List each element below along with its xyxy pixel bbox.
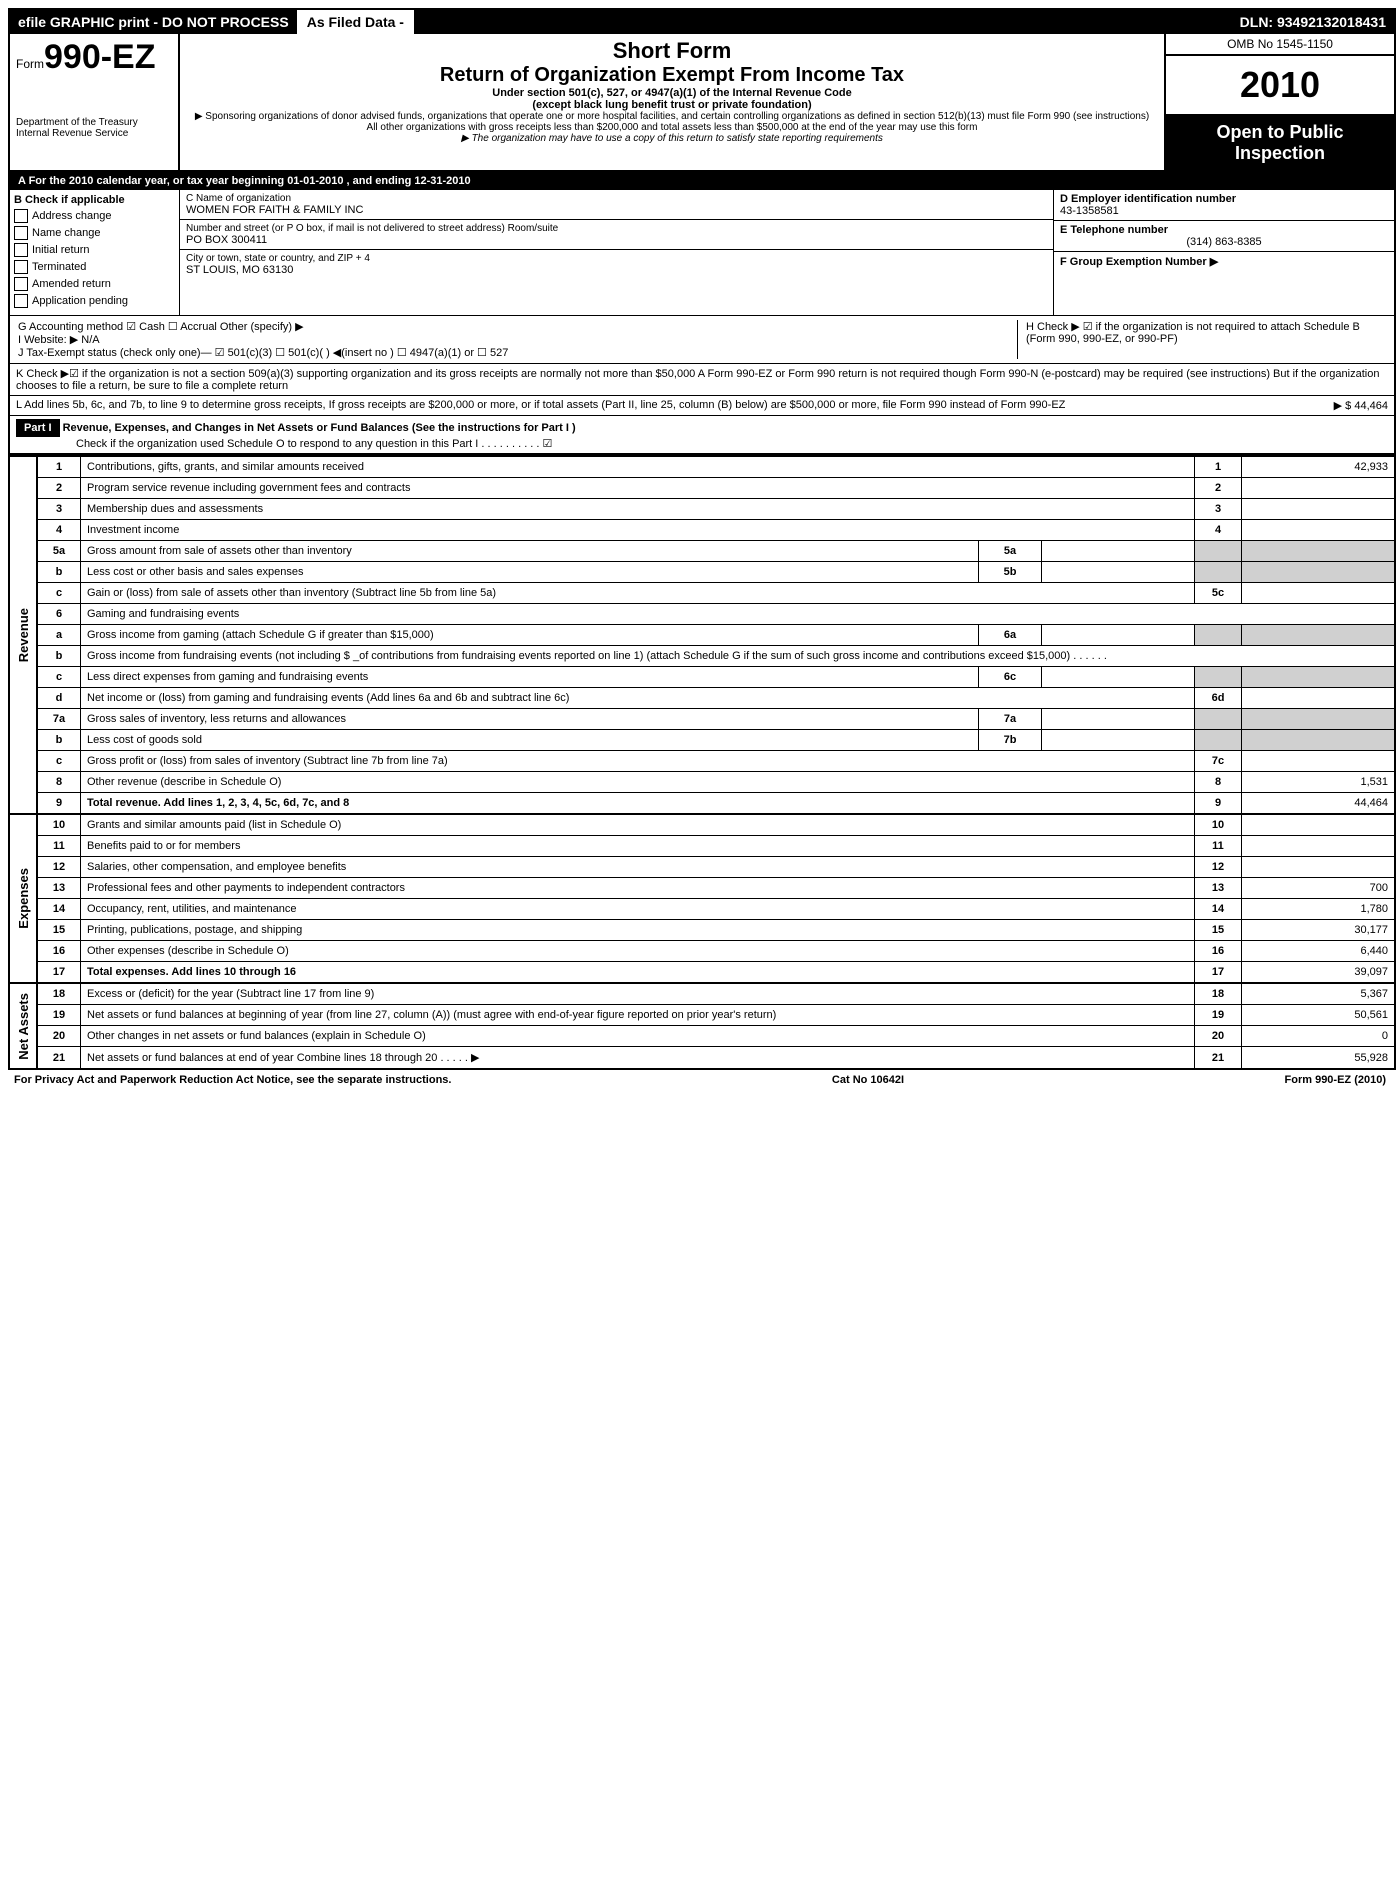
tax-exempt-status: J Tax-Exempt status (check only one)— ☑ … [18,346,1017,359]
table-row: dNet income or (loss) from gaming and fu… [38,688,1394,709]
org-name: WOMEN FOR FAITH & FAMILY INC [186,204,1047,216]
form-ref: Form 990-EZ (2010) [1285,1074,1386,1086]
form-990ez: efile GRAPHIC print - DO NOT PROCESS As … [8,8,1396,1070]
terminated-checkbox[interactable] [14,260,28,274]
netassets-table: 18Excess or (deficit) for the year (Subt… [38,984,1394,1068]
privacy-notice: For Privacy Act and Paperwork Reduction … [14,1074,451,1086]
efile-notice: efile GRAPHIC print - DO NOT PROCESS [10,10,297,34]
short-form-title: Short Form [186,38,1158,64]
table-row: cLess direct expenses from gaming and fu… [38,667,1394,688]
revenue-section: Revenue 1Contributions, gifts, grants, a… [10,455,1394,813]
subtitle-except: (except black lung benefit trust or priv… [186,99,1158,111]
part-1-check: Check if the organization used Schedule … [16,438,552,450]
group-exemption: F Group Exemption Number ▶ [1060,255,1388,268]
revenue-table: 1Contributions, gifts, grants, and simil… [38,457,1394,813]
table-row: cGross profit or (loss) from sales of in… [38,751,1394,772]
name-change-checkbox[interactable] [14,226,28,240]
table-row: 11Benefits paid to or for members11 [38,836,1394,857]
netassets-section: Net Assets 18Excess or (deficit) for the… [10,982,1394,1068]
expenses-table: 10Grants and similar amounts paid (list … [38,815,1394,982]
ein: 43-1358581 [1060,205,1388,217]
cat-no: Cat No 10642I [832,1074,904,1086]
table-row: 20Other changes in net assets or fund ba… [38,1026,1394,1047]
part-1-label: Part I [16,419,60,437]
table-row: aGross income from gaming (attach Schedu… [38,625,1394,646]
table-row: bLess cost of goods sold7b [38,730,1394,751]
table-row: 17Total expenses. Add lines 10 through 1… [38,962,1394,983]
section-b-checkboxes: B Check if applicable Address change Nam… [10,190,180,315]
form-number: 990-EZ [44,38,156,76]
phone: (314) 863-8385 [1060,236,1388,248]
omb-number: OMB No 1545-1150 [1166,34,1394,56]
org-street: PO BOX 300411 [186,234,1047,246]
as-filed-label: As Filed Data - [297,10,414,34]
table-row: 8Other revenue (describe in Schedule O)8… [38,772,1394,793]
table-row: 12Salaries, other compensation, and empl… [38,857,1394,878]
line-a: A For the 2010 calendar year, or tax yea… [10,172,1394,190]
dln-number: DLN: 93492132018431 [1232,10,1394,34]
org-city: ST LOUIS, MO 63130 [186,264,1047,276]
tax-year: 2010 [1166,56,1394,116]
footer: For Privacy Act and Paperwork Reduction … [8,1070,1392,1090]
table-row: 10Grants and similar amounts paid (list … [38,815,1394,836]
application-pending-checkbox[interactable] [14,294,28,308]
copy-note: ▶ The organization may have to use a cop… [186,133,1158,144]
table-row: 21Net assets or fund balances at end of … [38,1047,1394,1069]
table-row: 19Net assets or fund balances at beginni… [38,1005,1394,1026]
table-row: 18Excess or (deficit) for the year (Subt… [38,984,1394,1005]
table-row: bGross income from fundraising events (n… [38,646,1394,667]
k-check: K Check ▶☑ if the organization is not a … [10,364,1394,396]
table-row: 7aGross sales of inventory, less returns… [38,709,1394,730]
table-row: 4Investment income4 [38,520,1394,541]
dept-treasury: Department of the Treasury [16,117,172,128]
table-row: 6Gaming and fundraising events [38,604,1394,625]
accounting-method: G Accounting method ☑ Cash ☐ Accrual Oth… [18,320,1017,333]
table-row: 2Program service revenue including gover… [38,478,1394,499]
open-to-public: Open to Public Inspection [1166,116,1394,170]
table-row: 9Total revenue. Add lines 1, 2, 3, 4, 5c… [38,793,1394,814]
table-row: 5aGross amount from sale of assets other… [38,541,1394,562]
org-info-block: B Check if applicable Address change Nam… [10,190,1394,316]
part-1-title: Revenue, Expenses, and Changes in Net As… [63,422,576,434]
table-row: 14Occupancy, rent, utilities, and mainte… [38,899,1394,920]
table-row: 13Professional fees and other payments t… [38,878,1394,899]
subtitle-section: Under section 501(c), 527, or 4947(a)(1)… [186,87,1158,99]
sponsor-note: ▶ Sponsoring organizations of donor advi… [186,111,1158,122]
top-bar: efile GRAPHIC print - DO NOT PROCESS As … [10,10,1394,34]
schedule-b-check: H Check ▶ ☑ if the organization is not r… [1026,320,1386,345]
expenses-section: Expenses 10Grants and similar amounts pa… [10,813,1394,982]
table-row: cGain or (loss) from sale of assets othe… [38,583,1394,604]
return-title: Return of Organization Exempt From Incom… [186,64,1158,87]
irs-label: Internal Revenue Service [16,128,172,139]
other-orgs-note: All other organizations with gross recei… [186,122,1158,133]
amended-return-checkbox[interactable] [14,277,28,291]
form-header: Form990-EZ Department of the Treasury In… [10,34,1394,172]
website: I Website: ▶ N/A [18,333,1017,346]
address-change-checkbox[interactable] [14,209,28,223]
table-row: 15Printing, publications, postage, and s… [38,920,1394,941]
l-line: L Add lines 5b, 6c, and 7b, to line 9 to… [16,399,1128,412]
initial-return-checkbox[interactable] [14,243,28,257]
l-amount: ▶ $ 44,464 [1128,399,1388,412]
table-row: bLess cost or other basis and sales expe… [38,562,1394,583]
table-row: 16Other expenses (describe in Schedule O… [38,941,1394,962]
table-row: 1Contributions, gifts, grants, and simil… [38,457,1394,478]
table-row: 3Membership dues and assessments3 [38,499,1394,520]
